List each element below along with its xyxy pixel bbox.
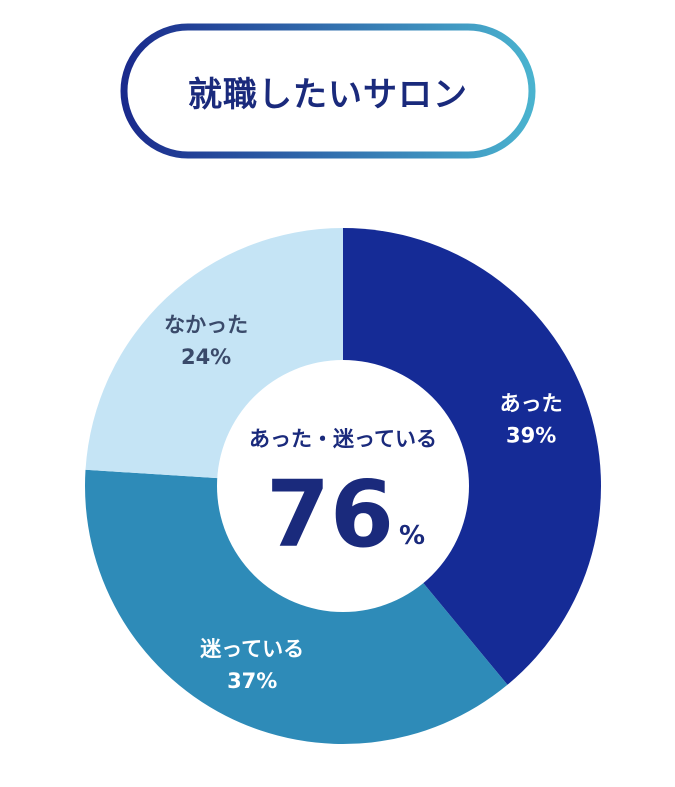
slice-label-2: 迷っている	[199, 637, 304, 661]
center-unit: %	[399, 521, 425, 551]
donut-hole	[217, 360, 469, 612]
center-value: 76	[266, 461, 394, 568]
center-label: あった・迷っている	[249, 427, 437, 451]
slice-value-2: 37%	[227, 669, 277, 693]
slice-label-3: なかった	[164, 313, 248, 337]
title-pill	[120, 23, 536, 159]
slice-value-1: 39%	[506, 423, 556, 447]
slice-value-3: 24%	[181, 345, 231, 369]
pie-slice-2	[85, 469, 508, 744]
page-title: 就職したいサロン	[188, 74, 468, 115]
pie-slice-1	[343, 228, 601, 685]
slice-label-1: あった	[500, 391, 563, 415]
